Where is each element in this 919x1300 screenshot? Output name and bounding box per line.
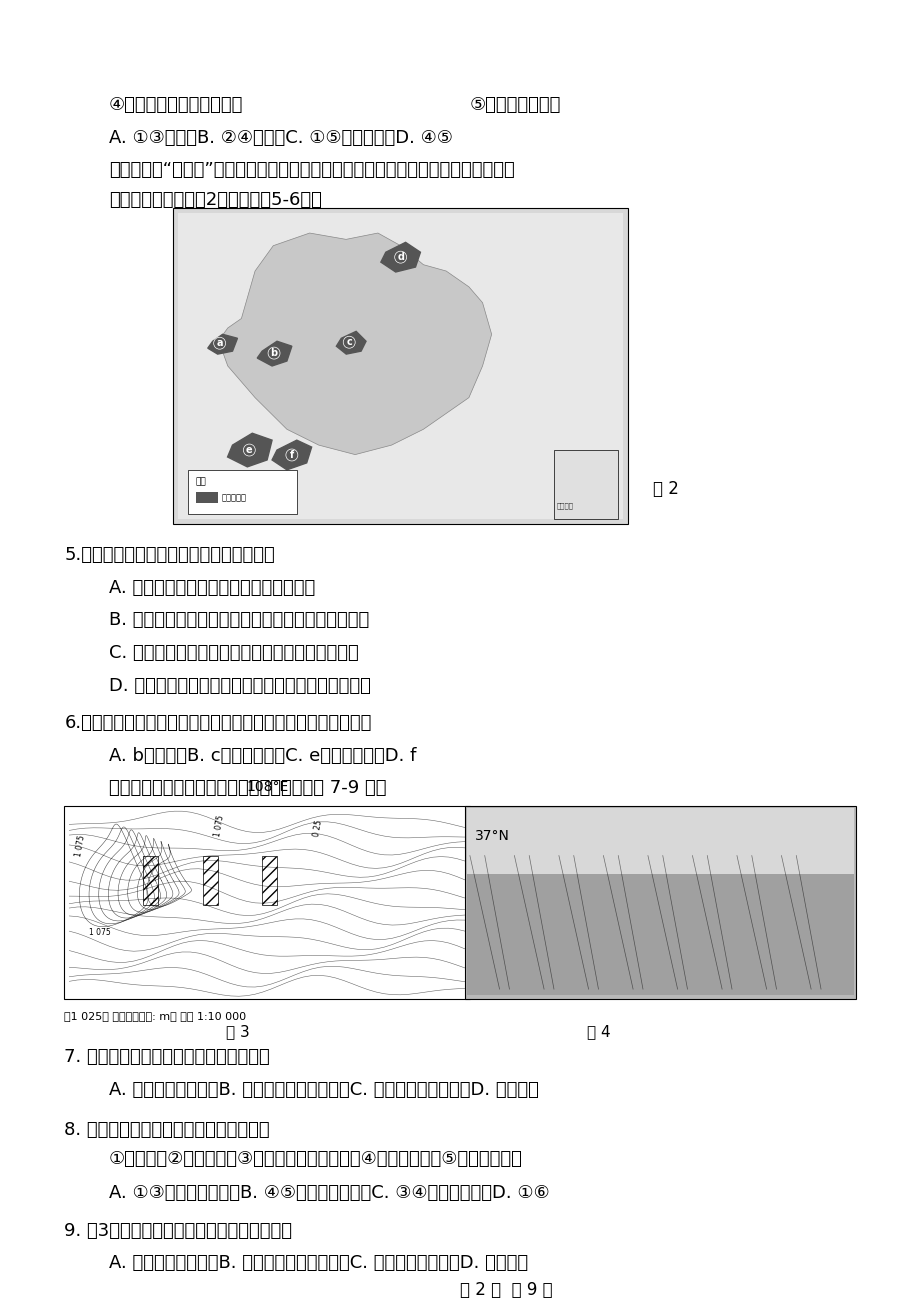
Text: 1 075: 1 075 xyxy=(212,815,225,837)
Bar xyxy=(553,450,618,519)
Bar xyxy=(187,469,297,515)
Text: 9. 图3中反映的当地环境问题治理工程措施是: 9. 图3中反映的当地环境问题治理工程措施是 xyxy=(64,1222,292,1240)
Polygon shape xyxy=(380,242,420,272)
Text: 第 2 页  共 9 页: 第 2 页 共 9 页 xyxy=(460,1280,552,1299)
Text: A. ①③　　　　　　　B. ④⑤　　　　　　　C. ③④　　　　　　D. ①⑥: A. ①③ B. ④⑤ C. ③④ D. ①⑥ xyxy=(108,1184,549,1202)
Bar xyxy=(178,213,622,519)
Text: 7. 结合图中信息，判断该区域地处我国的: 7. 结合图中信息，判断该区域地处我国的 xyxy=(64,1049,270,1066)
Polygon shape xyxy=(272,441,312,469)
Polygon shape xyxy=(219,233,491,455)
Bar xyxy=(467,874,853,994)
Text: 108°E: 108°E xyxy=(245,780,288,794)
Text: c: c xyxy=(346,337,352,347)
Text: ～1 025～ 等高线（单位: m） 笼坦 1:10 000: ～1 025～ 等高线（单位: m） 笼坦 1:10 000 xyxy=(64,1011,246,1020)
Text: 生态功能区: 生态功能区 xyxy=(221,493,246,502)
Text: 1 075: 1 075 xyxy=(89,928,110,937)
Text: a: a xyxy=(216,338,222,348)
Bar xyxy=(467,809,853,876)
Bar xyxy=(262,855,277,905)
Text: B. 生态功能区的建立有利于促进社会经济可持续发展: B. 生态功能区的建立有利于促进社会经济可持续发展 xyxy=(108,611,369,629)
Text: 域）分布图。结合图2材料，回答5-6题。: 域）分布图。结合图2材料，回答5-6题。 xyxy=(108,191,322,209)
Text: d: d xyxy=(397,252,403,263)
Text: 图 2: 图 2 xyxy=(652,480,678,498)
Text: ①土质疏松②夏季多暴雨③不合理的土地利用方式④植被破坏严重⑤生态环境脆弱: ①土质疏松②夏季多暴雨③不合理的土地利用方式④植被破坏严重⑤生态环境脆弱 xyxy=(108,1150,522,1169)
Text: A. 横断山区　　　　B. 华北平原　　　　　　C. 内蒙古高原　　　　D. 黄土高原: A. 横断山区 B. 华北平原 C. 内蒙古高原 D. 黄土高原 xyxy=(108,1082,539,1098)
Text: A. 每个生态功能区都具有明确的区位特征: A. 每个生态功能区都具有明确的区位特征 xyxy=(108,578,315,597)
Bar xyxy=(173,208,628,524)
Text: 图 4: 图 4 xyxy=(586,1023,609,1039)
Text: 0 25: 0 25 xyxy=(312,819,323,837)
Text: 6.下列生态功能区中，规划目的以保护湿地、涵养水源为主的是: 6.下列生态功能区中，规划目的以保护湿地、涵养水源为主的是 xyxy=(64,714,371,732)
Text: 8. 该区域地貌景观形成的主要人为原因是: 8. 该区域地貌景观形成的主要人为原因是 xyxy=(64,1121,269,1139)
Bar xyxy=(64,806,470,998)
Text: 5.关于生态功能区划分的说法，不正确的是: 5.关于生态功能区划分的说法，不正确的是 xyxy=(64,546,275,564)
Text: ⑤多投入，多产出: ⑤多投入，多产出 xyxy=(470,96,561,114)
Text: A. b　　　　B. c　　　　　　C. e　　　　　　D. f: A. b B. c C. e D. f xyxy=(108,746,415,764)
Text: D. 每个生态功能区都有明确的界线，以便于具体管理: D. 每个生态功能区都有明确的界线，以便于具体管理 xyxy=(108,676,370,694)
Text: 图例: 图例 xyxy=(196,477,207,486)
Text: f: f xyxy=(289,450,294,460)
Text: 下图是我国“十二五”规划的生态功能区（以保护林草、湿地和生物多样性等为主的区: 下图是我国“十二五”规划的生态功能区（以保护林草、湿地和生物多样性等为主的区 xyxy=(108,161,514,179)
Text: 图 3: 图 3 xyxy=(225,1023,249,1039)
Text: b: b xyxy=(270,348,278,358)
Polygon shape xyxy=(208,334,237,354)
Text: 37°N: 37°N xyxy=(474,829,509,842)
Text: A. 打嵪淤地　　　　B. 平整土地　　　　　　C. 植树造林　　　　D. 轮作套种: A. 打嵪淤地 B. 平整土地 C. 植树造林 D. 轮作套种 xyxy=(108,1254,528,1273)
Polygon shape xyxy=(227,433,272,467)
Text: e: e xyxy=(245,445,253,455)
Text: 南海诸岛: 南海诸岛 xyxy=(556,503,573,510)
Text: 1 075: 1 075 xyxy=(74,835,86,858)
Polygon shape xyxy=(257,341,291,367)
Bar xyxy=(202,855,218,905)
Bar xyxy=(464,806,855,998)
Bar xyxy=(196,491,218,503)
Text: A. ①③　　　B. ②④　　　C. ①⑤　　　　　D. ④⑤: A. ①③ B. ②④ C. ①⑤ D. ④⑤ xyxy=(108,129,452,147)
Polygon shape xyxy=(336,332,366,354)
Text: ④高资源消耗，高经济增长: ④高资源消耗，高经济增长 xyxy=(108,96,243,114)
Text: 读我国某区域地形图及该地局部景观图，完成 7-9 题。: 读我国某区域地形图及该地局部景观图，完成 7-9 题。 xyxy=(108,780,386,797)
Text: C. 生态功能区的建立有利于保护当地的生物多样性: C. 生态功能区的建立有利于保护当地的生物多样性 xyxy=(108,644,358,662)
Bar xyxy=(143,855,158,905)
